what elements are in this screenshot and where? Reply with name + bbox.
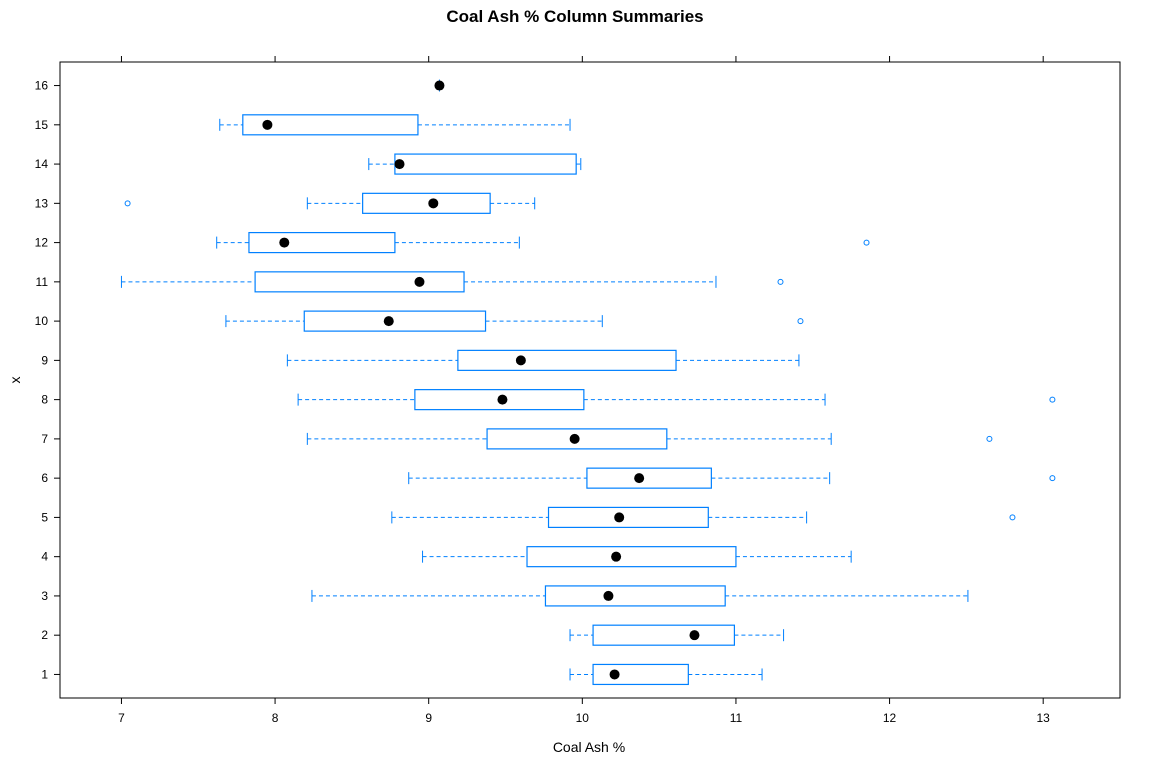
y-tick-label: 13: [35, 196, 49, 210]
box-15: [219, 114, 571, 136]
y-tick-label: 4: [41, 550, 48, 564]
median-dot: [569, 433, 580, 444]
y-tick-label: 6: [41, 471, 48, 485]
outlier-point: [1049, 396, 1056, 403]
x-tick-label: 11: [730, 711, 743, 725]
y-tick-label: 16: [35, 79, 49, 93]
outlier-point: [863, 239, 870, 246]
y-tick-label: 7: [41, 432, 48, 446]
interquartile-box: [242, 114, 419, 136]
box-8: [297, 389, 1056, 411]
y-tick-label: 9: [41, 353, 48, 367]
y-tick-label: 1: [41, 667, 48, 681]
top-axis-ticks: [120, 56, 1044, 62]
box-1: [569, 663, 763, 686]
outlier-point: [777, 278, 784, 285]
outlier-point: [1009, 514, 1016, 521]
y-tick-label: 15: [35, 118, 49, 132]
x-tick-label: 13: [1037, 711, 1051, 725]
x-axis: 7 8 9 10 11 12 13: [118, 698, 1050, 725]
interquartile-box: [544, 585, 726, 607]
median-dot: [497, 394, 508, 405]
interquartile-box: [394, 153, 577, 175]
median-dot: [634, 473, 645, 484]
interquartile-box: [526, 546, 737, 568]
box-series: [120, 79, 1056, 686]
interquartile-box: [362, 192, 491, 214]
outlier-point: [797, 318, 804, 325]
interquartile-box: [486, 428, 668, 450]
box-10: [225, 310, 804, 332]
interquartile-box: [586, 467, 712, 489]
x-tick-label: 7: [118, 711, 125, 725]
interquartile-box: [254, 271, 465, 293]
median-dot: [279, 237, 290, 248]
interquartile-box: [414, 389, 585, 411]
interquartile-box: [248, 231, 396, 254]
median-dot: [603, 590, 614, 601]
box-14: [368, 153, 582, 175]
y-tick-label: 8: [41, 393, 48, 407]
outlier-point: [124, 200, 131, 207]
interquartile-box: [592, 624, 736, 646]
y-axis-label: x: [7, 377, 23, 384]
outlier-point: [1049, 475, 1056, 482]
x-tick-label: 12: [883, 711, 897, 725]
y-tick-label: 5: [41, 510, 48, 524]
box-5: [391, 506, 1016, 529]
interquartile-box: [303, 310, 487, 332]
interquartile-box: [547, 506, 709, 529]
box-9: [286, 349, 800, 371]
y-tick-label: 3: [41, 589, 48, 603]
y-tick-label: 12: [35, 236, 49, 250]
box-12: [216, 231, 870, 254]
median-dot: [414, 276, 425, 287]
x-tick-label: 10: [576, 711, 590, 725]
box-3: [311, 585, 969, 607]
y-tick-label: 14: [35, 157, 49, 171]
outlier-point: [986, 435, 993, 442]
median-dot: [394, 159, 405, 170]
box-13: [124, 192, 536, 214]
median-dot: [383, 316, 394, 327]
median-dot: [689, 630, 700, 641]
interquartile-box: [457, 349, 677, 371]
box-11: [120, 271, 784, 293]
box-2: [569, 624, 785, 646]
median-dot: [262, 119, 273, 130]
plot-frame: [59, 61, 1121, 699]
median-dot: [611, 551, 622, 562]
x-tick-label: 9: [425, 711, 432, 725]
median-dot: [428, 198, 439, 209]
box-6: [408, 467, 1056, 489]
y-tick-label: 2: [41, 628, 48, 642]
median-dot: [515, 355, 526, 366]
box-16: [434, 79, 445, 92]
chart-title: Coal Ash % Column Summaries: [446, 7, 703, 26]
x-axis-label: Coal Ash %: [553, 739, 625, 755]
median-dot: [614, 512, 625, 523]
y-tick-label: 11: [36, 275, 49, 289]
median-dot: [609, 669, 620, 680]
median-dot: [434, 80, 445, 91]
box-7: [306, 428, 993, 450]
interquartile-box: [592, 663, 689, 686]
y-tick-label: 10: [35, 314, 49, 328]
box-4: [422, 546, 852, 568]
x-tick-label: 8: [272, 711, 279, 725]
